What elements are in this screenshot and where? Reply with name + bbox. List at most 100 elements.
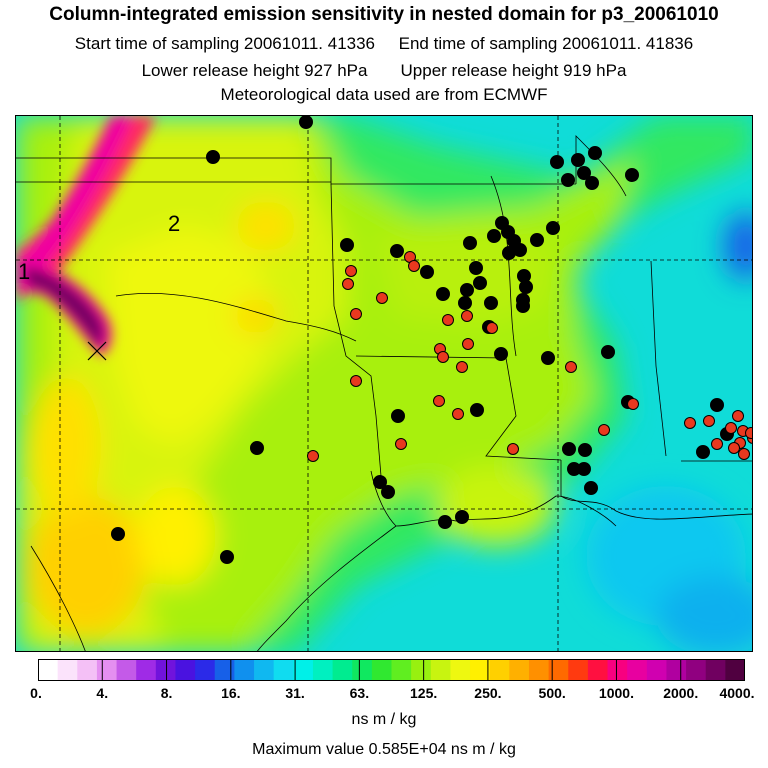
station-dot-black bbox=[625, 168, 639, 182]
station-dot-black bbox=[710, 398, 724, 412]
station-dot-red bbox=[684, 417, 696, 429]
station-dot-black bbox=[436, 287, 450, 301]
station-dot-black bbox=[487, 229, 501, 243]
station-dot-black bbox=[562, 442, 576, 456]
met-data-label: Meteorological data used are from ECMWF bbox=[220, 85, 548, 104]
colorbar-cell bbox=[430, 659, 451, 681]
upper-release-label: Upper release height 919 hPa bbox=[400, 61, 627, 80]
colorbar-cell bbox=[352, 659, 373, 681]
units-label: ns m / kg bbox=[351, 711, 417, 728]
station-dot-red bbox=[738, 448, 750, 460]
station-dot-black bbox=[420, 265, 434, 279]
colorbar-cell bbox=[116, 659, 137, 681]
station-dot-red bbox=[345, 265, 357, 277]
colorbar-cell bbox=[686, 659, 707, 681]
station-dot-black bbox=[373, 475, 387, 489]
station-dot-black bbox=[588, 146, 602, 160]
station-dot-black bbox=[455, 510, 469, 524]
plume-label-1: 1 bbox=[18, 259, 30, 284]
station-dot-black bbox=[502, 246, 516, 260]
station-dot-red bbox=[307, 450, 319, 462]
colorbar-cell bbox=[489, 659, 510, 681]
station-dot-black bbox=[546, 221, 560, 235]
station-dot-red bbox=[408, 260, 420, 272]
station-dot-black bbox=[530, 233, 544, 247]
colorbar-cell bbox=[568, 659, 589, 681]
colorbar-cell bbox=[96, 659, 118, 681]
station-dot-red bbox=[627, 398, 639, 410]
station-dot-black bbox=[484, 296, 498, 310]
plume-label-2: 2 bbox=[168, 211, 180, 236]
station-dot-black bbox=[463, 236, 477, 250]
station-dot-black bbox=[469, 261, 483, 275]
station-dot-red bbox=[433, 395, 445, 407]
colorbar-tick-label: 31. bbox=[285, 685, 305, 701]
station-dot-black bbox=[541, 351, 555, 365]
colorbar-cell bbox=[214, 659, 235, 681]
station-dot-black bbox=[585, 176, 599, 190]
station-dot-black bbox=[390, 244, 404, 258]
state-borders bbox=[16, 135, 752, 651]
end-time-label: End time of sampling 20061011. 41836 bbox=[398, 34, 694, 53]
colorbar-tick-label: 4. bbox=[96, 685, 109, 701]
colorbar-cell bbox=[136, 659, 157, 681]
station-dot-red bbox=[456, 361, 468, 373]
colorbar-cell bbox=[175, 659, 196, 681]
station-dot-red bbox=[486, 322, 498, 334]
sampling-time-line: Start time of sampling 20061011. 41336 E… bbox=[0, 34, 768, 54]
colorbar-tick-label: 1000. bbox=[598, 685, 634, 701]
lower-release-label: Lower release height 927 hPa bbox=[141, 61, 368, 80]
station-dot-red bbox=[745, 427, 752, 439]
colorbar-cell bbox=[293, 659, 314, 681]
station-dot-black bbox=[494, 347, 508, 361]
station-dot-black bbox=[299, 116, 313, 129]
station-dot-black bbox=[550, 155, 564, 169]
colorbar-cell bbox=[195, 659, 216, 681]
station-dot-red bbox=[703, 415, 715, 427]
colorbar-cell bbox=[705, 659, 726, 681]
colorbar-tick-label: 125. bbox=[410, 685, 438, 701]
station-dot-red bbox=[342, 278, 354, 290]
colorbar-cell bbox=[312, 659, 334, 681]
colorbar-tick-label: 63. bbox=[349, 685, 370, 701]
colorbar-cell bbox=[411, 659, 432, 681]
colorbar-cell bbox=[470, 659, 491, 681]
colorbar-tick-label: 4000. bbox=[719, 685, 755, 701]
station-dot-black bbox=[460, 283, 474, 297]
colorbar-cell bbox=[273, 659, 294, 681]
station-dot-black bbox=[111, 527, 125, 541]
station-dot-black bbox=[519, 280, 533, 294]
station-dots bbox=[111, 116, 752, 564]
station-dot-red bbox=[462, 338, 474, 350]
colorbar-cell bbox=[450, 659, 471, 681]
colorbar-cell bbox=[528, 659, 550, 681]
colorbar-cell bbox=[371, 659, 392, 681]
sensitivity-map: 1 2 bbox=[15, 115, 753, 652]
station-dot-black bbox=[340, 238, 354, 252]
release-height-line: Lower release height 927 hPa Upper relea… bbox=[0, 61, 768, 81]
colorbar-cell bbox=[627, 659, 648, 681]
station-dot-black bbox=[584, 481, 598, 495]
max-value-label: Maximum value 0.585E+04 ns m / kg bbox=[252, 741, 516, 758]
station-dot-red bbox=[732, 410, 744, 422]
colorbar-cell bbox=[391, 659, 412, 681]
station-dot-black bbox=[577, 166, 591, 180]
colorbar-tick-label: 16. bbox=[221, 685, 241, 701]
colorbar-cell bbox=[254, 659, 275, 681]
station-dot-black bbox=[516, 299, 530, 313]
colorbar-cell bbox=[234, 659, 255, 681]
colorbar-tick-label: 8. bbox=[160, 685, 173, 701]
colorbar-cell bbox=[587, 659, 609, 681]
station-dot-black bbox=[473, 276, 487, 290]
station-dot-black bbox=[391, 409, 405, 423]
station-dot-black bbox=[381, 485, 395, 499]
lat-lon-grid bbox=[16, 116, 752, 651]
colorbar-cell bbox=[548, 659, 569, 681]
station-dot-black bbox=[250, 441, 264, 455]
colorbar-cell bbox=[509, 659, 530, 681]
station-dot-red bbox=[350, 308, 362, 320]
station-dot-red bbox=[507, 443, 519, 455]
colorbar-cell bbox=[57, 659, 78, 681]
colorbar-tick-label: 2000. bbox=[663, 685, 699, 701]
station-dot-red bbox=[565, 361, 577, 373]
